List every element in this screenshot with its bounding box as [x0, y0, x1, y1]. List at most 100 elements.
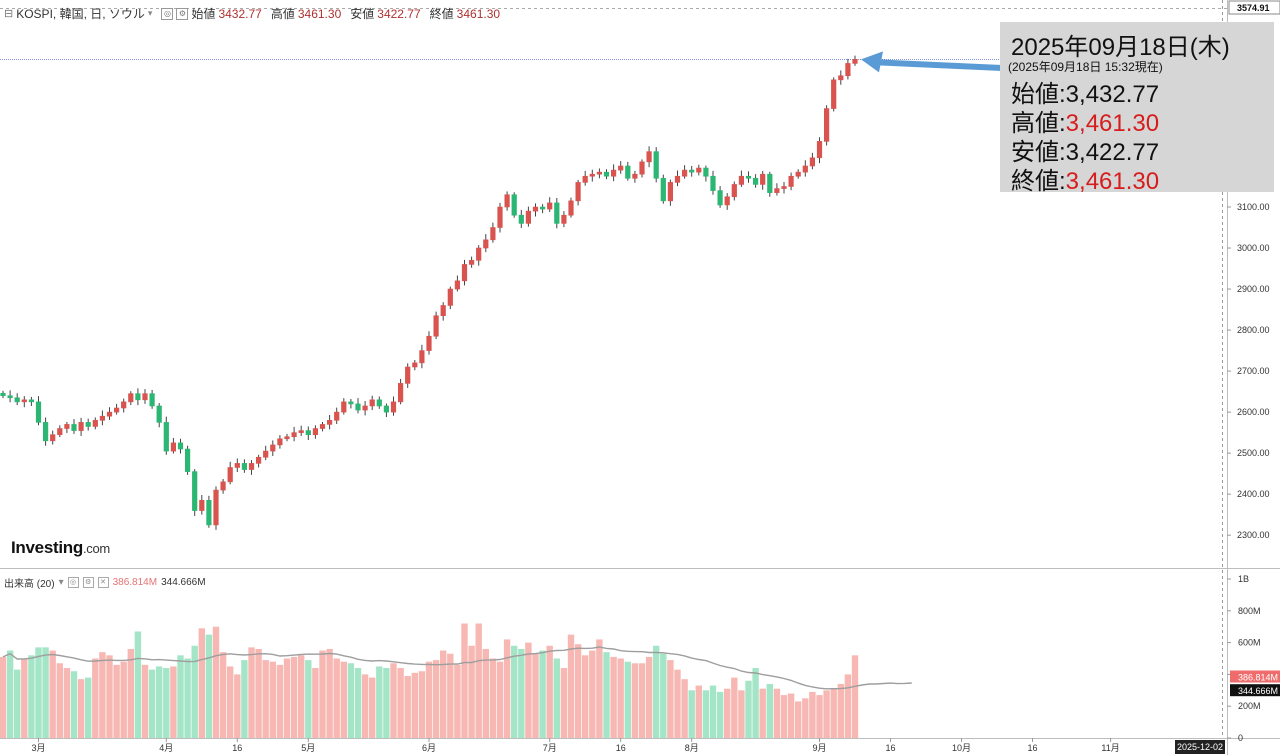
volume-bar — [184, 658, 191, 738]
volume-bar — [532, 653, 539, 738]
candle — [78, 422, 84, 431]
candle — [213, 489, 219, 526]
y-tick-label: 3100.00 — [1237, 202, 1270, 212]
volume-bar — [795, 701, 802, 738]
candle — [383, 405, 390, 413]
candle — [362, 405, 368, 411]
candle — [539, 206, 546, 210]
x-tick-label: 4月 — [159, 743, 173, 753]
volume-bar — [780, 695, 788, 738]
volume-bar — [454, 664, 461, 738]
volume-bar — [674, 669, 681, 738]
candle — [135, 393, 141, 401]
candle — [35, 401, 42, 423]
candle — [270, 444, 276, 452]
volume-bar — [77, 679, 85, 738]
x-tick-label: 16 — [616, 743, 626, 753]
volume-bar — [234, 674, 241, 738]
candle — [319, 424, 326, 429]
candle — [326, 420, 333, 425]
candle — [568, 200, 574, 216]
volume-bar — [653, 645, 660, 738]
volume-bar — [49, 650, 56, 738]
volume-badge-label: 386.814M — [1238, 672, 1278, 682]
volume-bar — [773, 688, 781, 738]
volume-bar — [518, 648, 525, 738]
candle — [85, 422, 91, 427]
volume-bar — [695, 685, 702, 738]
candle — [156, 405, 162, 423]
y-tick-label: 2700.00 — [1237, 366, 1270, 376]
volume-bar — [440, 650, 447, 738]
y-tick-label: 2800.00 — [1237, 325, 1270, 335]
x-tick-label: 11月 — [1101, 743, 1119, 753]
volume-bar — [298, 655, 305, 738]
volume-bar — [141, 664, 149, 738]
volume-bar — [70, 671, 78, 738]
volume-bar — [35, 647, 42, 738]
volume-bar — [219, 652, 227, 738]
volume-bar — [113, 664, 120, 738]
candle — [234, 463, 240, 468]
volume-bar — [752, 668, 759, 738]
candle — [57, 428, 63, 435]
volume-bar — [0, 656, 7, 738]
volume-bar — [631, 663, 639, 738]
candle — [483, 239, 489, 249]
candle — [497, 206, 503, 228]
volume-bar — [63, 668, 71, 738]
candle — [696, 167, 702, 173]
candle — [490, 227, 496, 241]
candle — [0, 392, 6, 397]
candle — [454, 280, 461, 290]
volume-bar — [305, 660, 312, 738]
volume-bar — [369, 677, 376, 738]
volume-y-tick-label: 200M — [1238, 701, 1261, 711]
candle — [461, 264, 468, 282]
candle — [710, 175, 716, 191]
candle — [390, 401, 397, 413]
candle — [433, 315, 439, 337]
candle — [774, 188, 780, 193]
x-tick-label: 5月 — [301, 743, 315, 753]
candle — [760, 173, 766, 185]
candle — [838, 75, 844, 81]
candle — [845, 63, 851, 77]
volume-bar — [560, 668, 568, 738]
volume-bar — [127, 648, 134, 738]
candle — [646, 151, 652, 163]
volume-bar — [546, 645, 553, 738]
candle — [603, 171, 610, 177]
y-tick-label: 3000.00 — [1237, 243, 1270, 253]
x-tick-label: 16 — [1027, 743, 1037, 753]
candle — [405, 366, 411, 384]
candle — [653, 151, 659, 179]
x-tick-label: 16 — [232, 743, 242, 753]
candle — [163, 422, 169, 452]
volume-bar — [326, 648, 333, 738]
candle — [781, 186, 787, 189]
volume-bar — [660, 653, 667, 738]
volume-bar — [724, 688, 731, 738]
volume-bar — [262, 660, 269, 738]
volume-bar — [28, 655, 35, 738]
candle — [99, 415, 105, 421]
volume-bar — [177, 655, 184, 738]
volume-bar — [347, 663, 355, 738]
candle — [412, 362, 418, 368]
candle — [14, 397, 20, 403]
candle — [596, 171, 602, 175]
candle — [809, 157, 815, 167]
volume-bar — [85, 677, 92, 738]
volume-bar — [361, 674, 369, 738]
candle — [632, 173, 638, 179]
candle — [177, 442, 184, 450]
candle — [724, 196, 730, 206]
volume-bar — [21, 658, 28, 738]
volume-bar — [482, 648, 489, 738]
candle — [681, 169, 688, 177]
volume-bar — [340, 661, 347, 738]
volume-bar — [227, 666, 234, 738]
x-tick-label: 7月 — [543, 743, 557, 753]
candle — [674, 175, 681, 183]
